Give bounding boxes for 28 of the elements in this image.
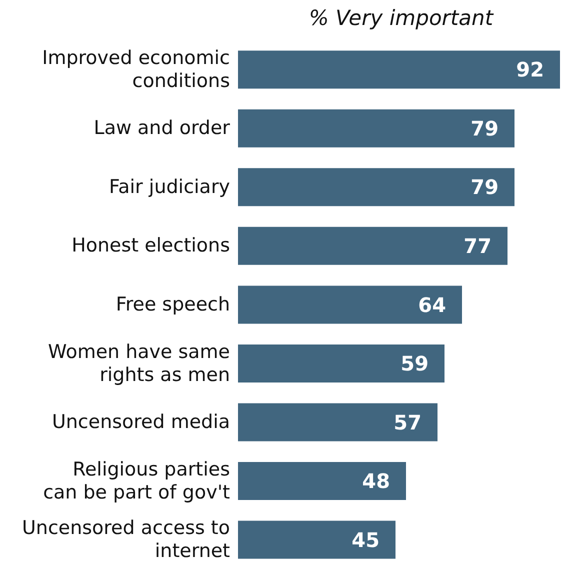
- data-label: 77: [464, 234, 492, 258]
- bar: [238, 344, 444, 382]
- data-label: 59: [400, 352, 428, 376]
- bar: [238, 462, 406, 500]
- y-tick-label: Uncensored media: [52, 411, 230, 434]
- data-label: 79: [470, 116, 498, 140]
- data-label: 45: [352, 528, 380, 552]
- y-tick-label: Fair judiciary: [108, 176, 230, 198]
- data-label: 79: [470, 175, 498, 200]
- y-tick-label: Law and order: [94, 117, 230, 140]
- bar: [238, 168, 514, 206]
- data-label: 64: [418, 292, 446, 317]
- data-label: 57: [394, 410, 422, 434]
- y-tick-label: Improved economic conditions: [42, 46, 230, 92]
- bar: [238, 109, 514, 148]
- bar: [238, 403, 438, 442]
- y-tick-label: Religious parties can be part of gov't: [43, 458, 230, 504]
- y-tick-label: Uncensored access to internet: [22, 517, 230, 562]
- data-label: 48: [362, 469, 390, 494]
- bar: [238, 286, 462, 324]
- data-label: 92: [516, 58, 544, 82]
- bar: [238, 50, 560, 89]
- bar: [238, 520, 396, 559]
- y-tick-label: Honest elections: [72, 234, 230, 257]
- bar: [238, 226, 508, 265]
- y-tick-label: Women have same rights as men: [48, 340, 230, 386]
- chart-title: % Very important: [308, 6, 495, 30]
- y-tick-label: Free speech: [116, 294, 230, 316]
